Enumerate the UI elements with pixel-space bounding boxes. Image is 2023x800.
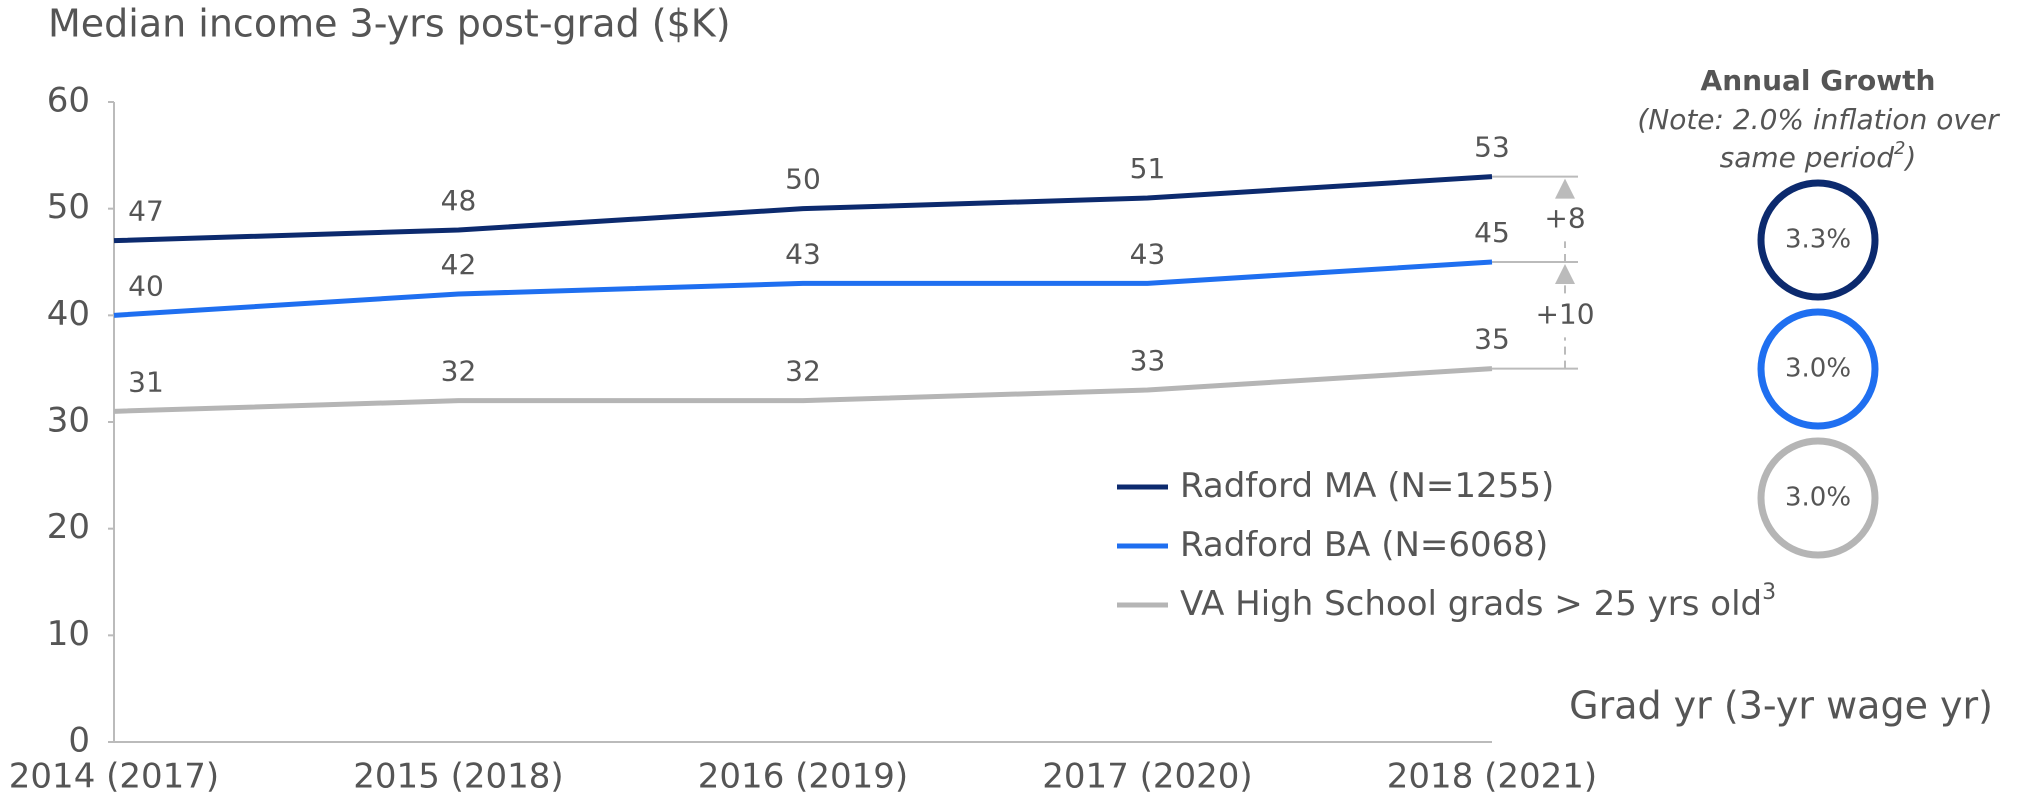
growth-title: Annual Growth [1701, 64, 1936, 97]
growth-note: same period2) [1720, 138, 1917, 174]
gap-label: +10 [1535, 297, 1594, 330]
data-label: 40 [128, 269, 164, 302]
data-label: 43 [785, 237, 821, 270]
growth-circle [1757, 308, 1879, 430]
data-label: 32 [785, 355, 821, 388]
y-tick-label: 30 [47, 401, 90, 441]
legend-label: Radford MA (N=1255) [1180, 466, 1554, 506]
footnote-mark: 3 [1762, 580, 1776, 605]
x-axis-label: Grad yr (3-yr wage yr) [1569, 684, 1993, 728]
gap-label: +8 [1544, 201, 1585, 234]
arrow-head [1555, 264, 1575, 284]
y-tick-label: 60 [47, 81, 90, 121]
arrow-head [1555, 178, 1575, 199]
data-label: 42 [441, 248, 477, 281]
data-label: 35 [1474, 323, 1510, 356]
chart-title: Median income 3-yrs post-grad ($K) [48, 2, 731, 46]
growth-label: 3.0% [1785, 354, 1851, 384]
data-label: 50 [785, 163, 821, 196]
legend-label: VA High School grads > 25 yrs old3 [1180, 580, 1776, 624]
y-tick-label: 0 [68, 721, 90, 761]
y-tick-label: 10 [47, 614, 90, 654]
growth-note: same period [1720, 141, 1895, 174]
legend-label: Radford MA (N=1255) [1180, 466, 1554, 506]
x-tick-label: 2014 (2017) [9, 757, 219, 797]
legend-label: VA High School grads > 25 yrs old [1180, 584, 1762, 624]
data-label: 43 [1130, 237, 1166, 270]
series-line [113, 259, 1493, 318]
y-tick-label: 20 [47, 507, 90, 547]
data-label: 48 [441, 184, 477, 217]
growth-circle [1757, 437, 1879, 559]
series-line [113, 174, 1493, 244]
data-label: 53 [1474, 131, 1510, 164]
growth-label: 3.3% [1785, 225, 1851, 255]
data-label: 33 [1130, 344, 1166, 377]
y-tick-label: 50 [47, 187, 90, 227]
data-label: 47 [128, 195, 164, 228]
data-label: 45 [1474, 216, 1510, 249]
x-tick-label: 2015 (2018) [353, 757, 563, 797]
data-label: 51 [1130, 152, 1166, 185]
x-tick-label: 2016 (2019) [698, 757, 908, 797]
x-tick-label: 2018 (2021) [1387, 757, 1597, 797]
growth-note: (Note: 2.0% inflation over [1637, 103, 2000, 136]
y-tick-label: 40 [47, 294, 90, 334]
growth-note: ) [1903, 141, 1916, 174]
data-label: 32 [441, 355, 477, 388]
series-line [113, 366, 1493, 414]
legend-label: Radford BA (N=6068) [1180, 525, 1548, 565]
legend-label: Radford BA (N=6068) [1180, 525, 1548, 565]
growth-circle [1757, 179, 1879, 301]
footnote-mark: 2 [1894, 138, 1905, 159]
x-tick-label: 2017 (2020) [1042, 757, 1252, 797]
data-label: 31 [128, 365, 164, 398]
growth-label: 3.0% [1785, 483, 1851, 513]
